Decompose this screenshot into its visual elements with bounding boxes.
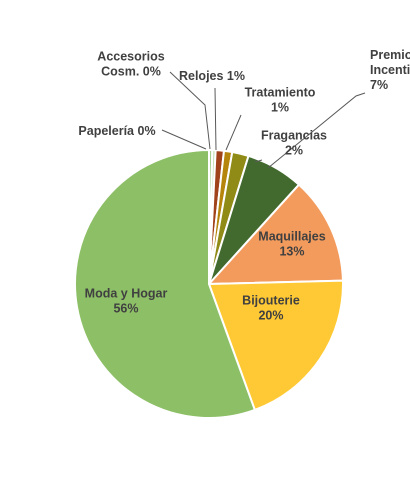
data-label-papeleria: Papelería 0%	[78, 124, 155, 138]
pie-slices	[74, 148, 344, 419]
leader-line-accesorios-cosm	[169, 71, 211, 150]
data-label-tratamiento: 1%	[271, 101, 289, 115]
leader-line-tratamiento	[225, 114, 242, 151]
leader-line-relojes	[214, 87, 217, 151]
data-label-premios-incentivos: Incentivos	[370, 63, 410, 77]
leader-lines	[161, 71, 366, 169]
leader-line-premios-incentivos	[267, 92, 366, 169]
data-label-tratamiento: Tratamiento	[245, 86, 316, 100]
data-label-bijouterie: 20%	[258, 309, 283, 323]
data-label-bijouterie: Bijouterie	[242, 294, 300, 308]
pie-slice-maquillajes	[206, 183, 344, 286]
data-label-fragancias: Fragancias	[261, 129, 327, 143]
data-label-moda-y-hogar: Moda y Hogar	[85, 287, 168, 301]
data-label-moda-y-hogar: 56%	[113, 302, 138, 316]
data-label-maquillajes: Maquillajes	[258, 230, 325, 244]
leader-line-papeleria	[161, 129, 207, 150]
pie-slice-moda-y-hogar	[74, 148, 257, 419]
data-label-premios-incentivos: 7%	[370, 78, 388, 92]
data-label-premios-incentivos: Premios	[370, 48, 410, 62]
data-label-relojes: Relojes 1%	[179, 69, 245, 83]
leader-line-fragancias	[254, 159, 263, 163]
data-label-accesorios-cosm: Cosm. 0%	[101, 65, 161, 79]
data-label-fragancias: 2%	[285, 144, 303, 158]
data-label-maquillajes: 13%	[279, 245, 304, 259]
pie-slice-bijouterie	[207, 279, 344, 412]
data-label-accesorios-cosm: Accesorios	[97, 50, 164, 64]
